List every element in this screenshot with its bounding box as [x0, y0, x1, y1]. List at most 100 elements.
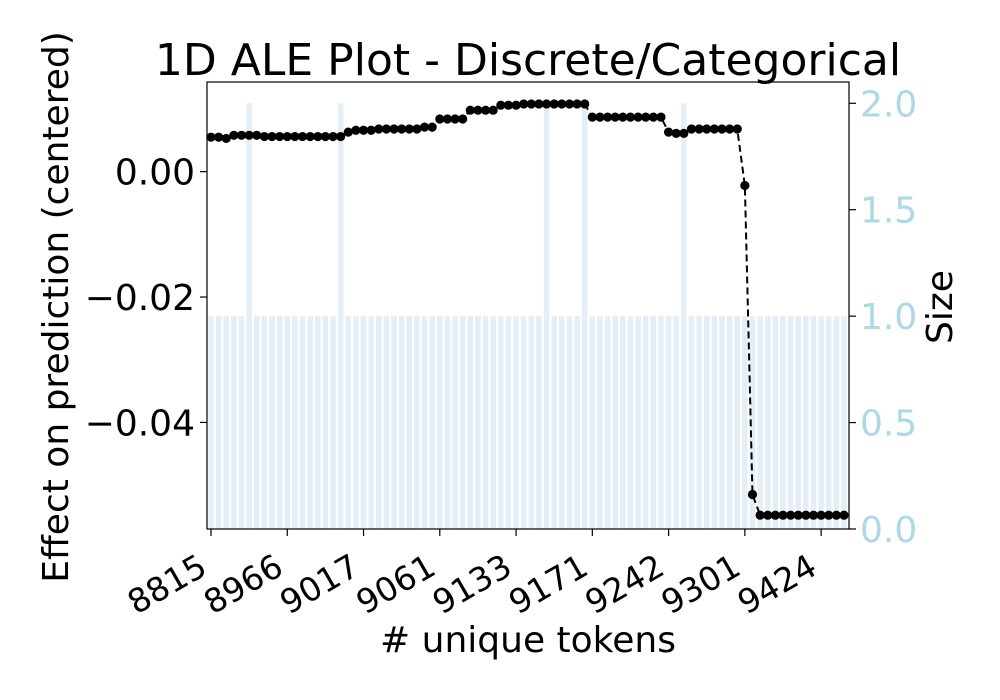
size-bar [337, 103, 344, 530]
size-bar [703, 316, 710, 529]
ale-point [252, 130, 262, 140]
size-bar [292, 316, 298, 529]
size-bar [475, 316, 481, 529]
ale-point [488, 105, 498, 115]
size-bar [269, 316, 275, 529]
size-bar [696, 316, 702, 529]
size-bar [581, 103, 588, 530]
ale-point [786, 510, 796, 520]
ale-point [374, 124, 384, 134]
size-bar [604, 316, 611, 529]
size-bar [749, 316, 756, 529]
size-bar [612, 316, 618, 529]
ale-point [519, 99, 529, 109]
size-bar [444, 316, 451, 529]
ale-point [496, 100, 506, 110]
size-bar [642, 316, 649, 529]
size-bar [810, 316, 817, 529]
size-bar [566, 316, 573, 529]
ale-point [663, 127, 674, 137]
size-bar [597, 316, 603, 529]
size-bar [559, 316, 565, 529]
ale-point [793, 510, 803, 520]
ale-point [282, 131, 292, 142]
ale-point [572, 99, 582, 109]
ale-point [618, 112, 628, 122]
size-bar [780, 316, 786, 529]
ale-line [211, 102, 844, 517]
y-tick-label: −0.04 [85, 403, 195, 444]
size-bar [627, 316, 634, 529]
x-tick-label: 9133 [426, 546, 518, 622]
ale-point [610, 112, 620, 122]
x-tick-label: 9171 [502, 546, 594, 622]
size-bar [528, 316, 535, 529]
size-bar [635, 316, 641, 529]
size-bar [757, 316, 763, 529]
ale-point [725, 124, 735, 134]
ale-point [366, 125, 376, 135]
size-bar [833, 316, 840, 529]
ale-point [557, 99, 567, 109]
size-bar [398, 316, 405, 529]
size-bar [414, 316, 420, 529]
size-bar [215, 316, 222, 529]
ale-point [587, 112, 597, 122]
ale-point [465, 105, 475, 115]
ale-point [778, 510, 788, 520]
ale-point [404, 124, 414, 134]
ale-point [297, 131, 308, 142]
size-bar [437, 316, 443, 529]
size-bar [513, 316, 519, 529]
ale-point [747, 489, 758, 500]
ale-point [419, 122, 430, 132]
size-bar [536, 316, 542, 529]
size-bar [452, 316, 458, 529]
size-bar [505, 316, 512, 529]
ale-point [458, 114, 468, 124]
size-bar [772, 316, 779, 529]
x-tick-label: 8815 [121, 546, 213, 622]
size-bar [482, 316, 489, 529]
size-bar [330, 316, 336, 529]
ale-point [305, 131, 315, 142]
ale-point [839, 510, 849, 520]
size-bar [459, 316, 466, 529]
ale-point [641, 112, 651, 122]
y-axis-right: 0.0 0.5 1.0 1.5 2.0 [849, 84, 917, 551]
ale-point [541, 99, 552, 109]
ale-point [244, 130, 254, 140]
ale-point [397, 124, 407, 134]
ale-point [358, 125, 369, 135]
ale-point [824, 510, 834, 520]
size-bar [421, 316, 428, 529]
size-bar [315, 316, 321, 529]
ale-point [427, 122, 437, 132]
ale-point [503, 100, 514, 110]
size-bar [650, 316, 657, 529]
ale-point [275, 131, 285, 142]
ale-point [656, 112, 666, 122]
ale-point [602, 112, 613, 122]
ale-point [480, 105, 491, 115]
ale-point [450, 114, 460, 124]
size-bar [681, 103, 687, 530]
size-bar [719, 316, 725, 529]
size-bar [345, 316, 352, 529]
size-bar [261, 316, 268, 529]
ale-point [808, 510, 819, 520]
size-bar [368, 316, 374, 529]
y2-tick-label: 0.5 [860, 404, 917, 445]
y-tick-label: −0.02 [85, 278, 195, 319]
size-bar [307, 316, 313, 529]
ale-point [564, 99, 575, 109]
ale-point [709, 124, 719, 134]
y-axis-left: 0.00 −0.02 −0.04 [85, 153, 207, 444]
ale-point [694, 124, 704, 134]
ale-point [740, 180, 750, 191]
size-bar [734, 316, 740, 529]
ale-point [343, 127, 353, 137]
size-bar [383, 316, 390, 529]
